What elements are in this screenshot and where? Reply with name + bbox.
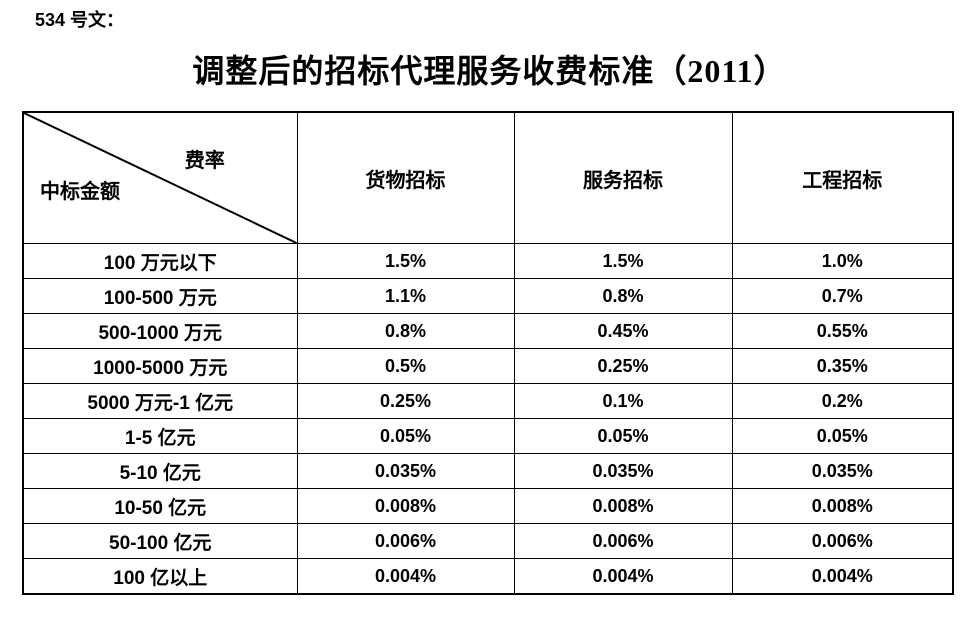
service-rate-cell: 0.05% bbox=[513, 418, 733, 454]
works-rate-cell: 0.035% bbox=[731, 453, 954, 489]
table-row: 5-10 亿元 0.035% 0.035% 0.035% bbox=[22, 453, 954, 489]
table-row: 100 万元以下 1.5% 1.5% 1.0% bbox=[22, 243, 954, 279]
table-row: 100-500 万元 1.1% 0.8% 0.7% bbox=[22, 278, 954, 314]
goods-rate-cell: 0.004% bbox=[296, 558, 515, 595]
goods-rate-cell: 0.008% bbox=[296, 488, 515, 524]
amount-range-cell: 5-10 亿元 bbox=[22, 453, 298, 489]
goods-rate-cell: 0.5% bbox=[296, 348, 515, 384]
amount-range-cell: 50-100 亿元 bbox=[22, 523, 298, 559]
works-rate-cell: 0.55% bbox=[731, 313, 954, 349]
corner-rate-label: 费率 bbox=[184, 150, 225, 173]
works-rate-cell: 1.0% bbox=[731, 243, 954, 279]
amount-range-cell: 100-500 万元 bbox=[22, 278, 298, 314]
goods-rate-cell: 0.006% bbox=[296, 523, 515, 559]
service-rate-cell: 0.45% bbox=[513, 313, 733, 349]
works-rate-cell: 0.006% bbox=[731, 523, 954, 559]
table-row: 100 亿以上 0.004% 0.004% 0.004% bbox=[22, 558, 954, 595]
service-rate-cell: 0.25% bbox=[513, 348, 733, 384]
page-title: 调整后的招标代理服务收费标准（2011） bbox=[192, 53, 787, 89]
table-row: 5000 万元-1 亿元 0.25% 0.1% 0.2% bbox=[22, 383, 954, 419]
doc-number-label: 534 号文： bbox=[35, 10, 125, 30]
amount-range-cell: 100 亿以上 bbox=[22, 558, 298, 595]
works-rate-cell: 0.7% bbox=[731, 278, 954, 314]
goods-rate-cell: 0.25% bbox=[296, 383, 515, 419]
corner-header-cell: 费率 中标金额 bbox=[22, 111, 298, 244]
works-rate-cell: 0.004% bbox=[731, 558, 954, 595]
table-row: 1000-5000 万元 0.5% 0.25% 0.35% bbox=[22, 348, 954, 384]
goods-rate-cell: 0.035% bbox=[296, 453, 515, 489]
column-header-works-bidding: 工程招标 bbox=[731, 111, 954, 244]
column-header-goods-bidding: 货物招标 bbox=[296, 111, 515, 244]
works-rate-cell: 0.008% bbox=[731, 488, 954, 524]
works-rate-cell: 0.35% bbox=[731, 348, 954, 384]
service-rate-cell: 1.5% bbox=[513, 243, 733, 279]
column-header-service-bidding: 服务招标 bbox=[513, 111, 733, 244]
amount-range-cell: 1000-5000 万元 bbox=[22, 348, 298, 384]
fee-table: 费率 中标金额 货物招标 服务招标 工程招标 100 万元以下 1.5% 1.5… bbox=[22, 111, 954, 595]
works-rate-cell: 0.05% bbox=[731, 418, 954, 454]
amount-range-cell: 1-5 亿元 bbox=[22, 418, 298, 454]
amount-range-cell: 10-50 亿元 bbox=[22, 488, 298, 524]
table-row: 50-100 亿元 0.006% 0.006% 0.006% bbox=[22, 523, 954, 559]
service-rate-cell: 0.008% bbox=[513, 488, 733, 524]
goods-rate-cell: 0.05% bbox=[296, 418, 515, 454]
table-row: 10-50 亿元 0.008% 0.008% 0.008% bbox=[22, 488, 954, 524]
goods-rate-cell: 1.5% bbox=[296, 243, 515, 279]
service-rate-cell: 0.8% bbox=[513, 278, 733, 314]
goods-rate-cell: 0.8% bbox=[296, 313, 515, 349]
service-rate-cell: 0.035% bbox=[513, 453, 733, 489]
corner-amount-label: 中标金额 bbox=[40, 181, 120, 204]
amount-range-cell: 100 万元以下 bbox=[22, 243, 298, 279]
amount-range-cell: 500-1000 万元 bbox=[22, 313, 298, 349]
table-row: 1-5 亿元 0.05% 0.05% 0.05% bbox=[22, 418, 954, 454]
diagonal-divider-line bbox=[24, 113, 297, 243]
works-rate-cell: 0.2% bbox=[731, 383, 954, 419]
service-rate-cell: 0.004% bbox=[513, 558, 733, 595]
header-row: 费率 中标金额 货物招标 服务招标 工程招标 bbox=[22, 111, 954, 244]
amount-range-cell: 5000 万元-1 亿元 bbox=[22, 383, 298, 419]
goods-rate-cell: 1.1% bbox=[296, 278, 515, 314]
service-rate-cell: 0.006% bbox=[513, 523, 733, 559]
table-row: 500-1000 万元 0.8% 0.45% 0.55% bbox=[22, 313, 954, 349]
service-rate-cell: 0.1% bbox=[513, 383, 733, 419]
fee-table-body: 100 万元以下 1.5% 1.5% 1.0% 100-500 万元 1.1% … bbox=[22, 243, 954, 595]
